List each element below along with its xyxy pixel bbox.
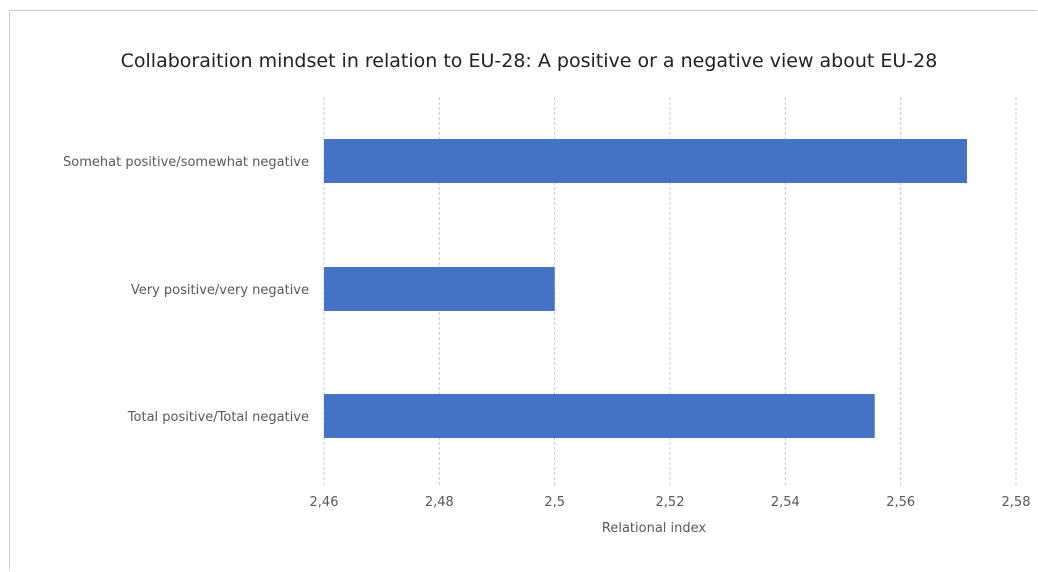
x-tick-label: 2,56: [886, 495, 915, 510]
chart-title: Collaboraition mindset in relation to EU…: [121, 50, 938, 72]
x-tick-label: 2,48: [425, 495, 454, 510]
bars: [324, 139, 967, 438]
x-tick-label: 2,5: [544, 495, 565, 510]
chart-frame: Collaboraition mindset in relation to EU…: [9, 10, 1037, 571]
category-label: Very positive/very negative: [131, 283, 309, 298]
category-label: Total positive/Total negative: [127, 410, 309, 425]
x-tick-labels: 2,46 2,48 2,5 2,52 2,54 2,56 2,58: [310, 495, 1031, 510]
bar: [324, 139, 967, 183]
x-tick-label: 2,54: [771, 495, 800, 510]
category-labels: Somehat positive/somewhat negative Very p…: [63, 155, 309, 425]
category-label: Somehat positive/somewhat negative: [63, 155, 309, 170]
x-tick-label: 2,46: [310, 495, 339, 510]
x-tick-label: 2,52: [656, 495, 685, 510]
bar-chart: Collaboraition mindset in relation to EU…: [63, 50, 1031, 536]
bar: [324, 394, 875, 438]
bar: [324, 267, 555, 311]
x-axis-title: Relational index: [602, 521, 707, 536]
x-tick-label: 2,58: [1002, 495, 1031, 510]
